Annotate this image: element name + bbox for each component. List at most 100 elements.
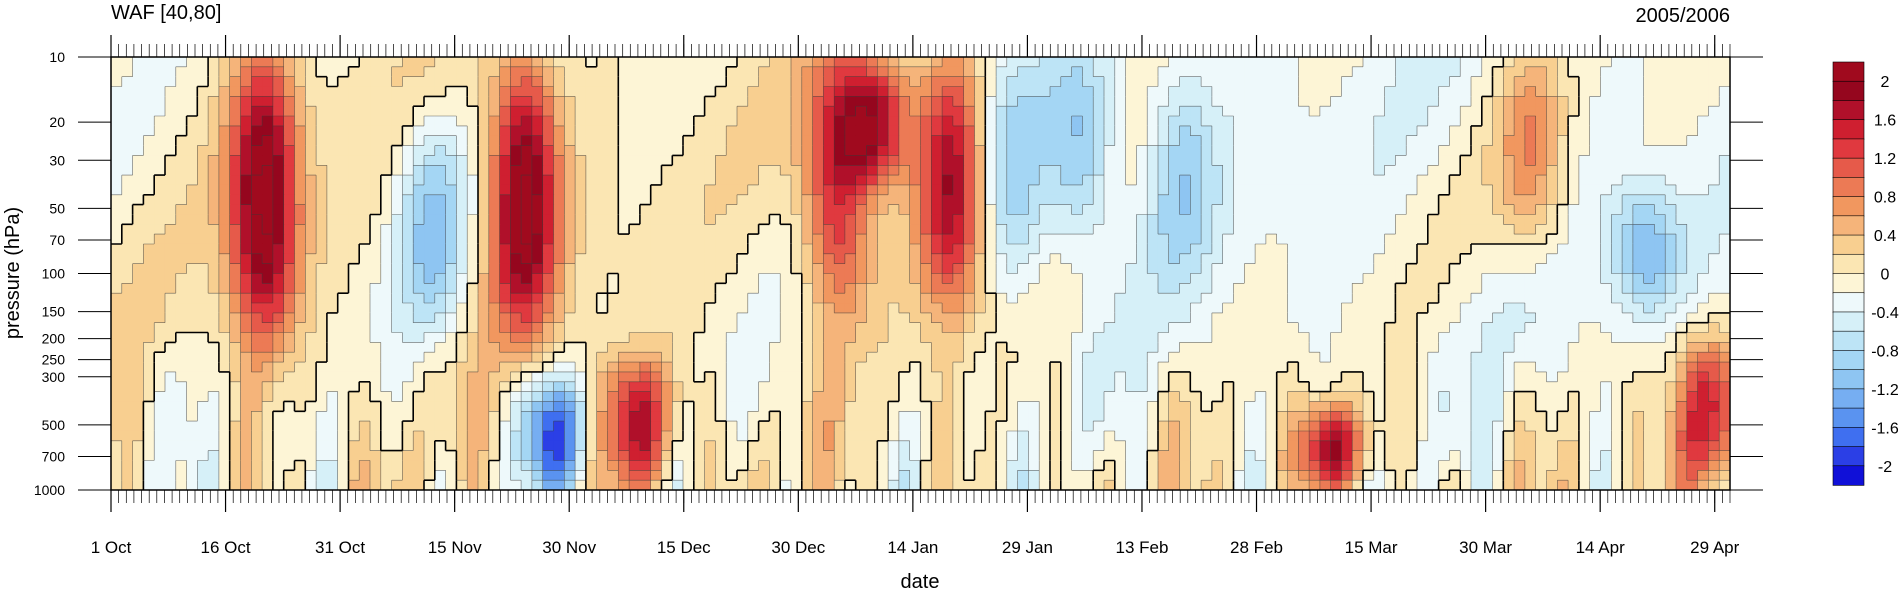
heatmap-cell [262, 332, 274, 344]
heatmap-cell [1276, 76, 1289, 88]
heatmap-cell [348, 57, 360, 68]
heatmap-cell [823, 293, 835, 304]
heatmap-cell [1643, 224, 1656, 235]
heatmap-cell [1416, 332, 1429, 344]
heatmap-cell [898, 362, 911, 373]
heatmap-cell [1222, 283, 1235, 294]
heatmap-cell [1244, 76, 1256, 88]
heatmap-cell [488, 381, 501, 393]
heatmap-cell [1157, 224, 1170, 235]
heatmap-cell [208, 145, 220, 157]
heatmap-cell [1406, 194, 1418, 206]
heatmap-cell [1017, 234, 1030, 245]
heatmap-cell [650, 283, 663, 294]
heatmap-cell [877, 224, 889, 235]
heatmap-cell [909, 273, 922, 285]
heatmap-cell [208, 116, 220, 127]
heatmap-cell [143, 86, 155, 98]
heatmap-cell [834, 322, 846, 334]
heatmap-cell [1265, 175, 1278, 186]
heatmap-cell [467, 194, 479, 206]
heatmap-cell [780, 96, 792, 107]
heatmap-cell [1276, 293, 1289, 304]
heatmap-cell [1363, 243, 1375, 255]
heatmap-cell [316, 332, 328, 344]
heatmap-cell [1578, 224, 1591, 235]
heatmap-cell [1093, 125, 1105, 137]
heatmap-cell [790, 76, 803, 88]
heatmap-cell [963, 135, 976, 147]
heatmap-cell [251, 96, 263, 107]
heatmap-cell [229, 194, 242, 206]
heatmap-cell [1017, 342, 1030, 353]
heatmap-cell [316, 263, 328, 275]
heatmap-cell [1147, 371, 1159, 383]
heatmap-cell [272, 263, 285, 275]
heatmap-cell [790, 106, 803, 117]
heatmap-cell [154, 293, 166, 304]
heatmap-cell [1298, 371, 1310, 383]
heatmap-cell [553, 322, 566, 334]
heatmap-cell [154, 57, 166, 68]
heatmap-cell [326, 312, 339, 324]
heatmap-cell [434, 371, 447, 383]
heatmap-cell [305, 194, 317, 206]
heatmap-cell [1028, 106, 1040, 117]
heatmap-cell [1611, 57, 1623, 68]
heatmap-cell [801, 332, 814, 344]
heatmap-cell [898, 194, 911, 206]
heatmap-cell [553, 263, 566, 275]
heatmap-cell [1416, 145, 1429, 157]
heatmap-cell [294, 243, 306, 255]
heatmap-cell [1676, 234, 1688, 245]
heatmap-cell [1287, 96, 1299, 107]
heatmap-cell [1578, 76, 1591, 88]
heatmap-cell [1557, 204, 1569, 216]
heatmap-cell [866, 116, 879, 127]
heatmap-cell [1611, 145, 1623, 157]
heatmap-cell [521, 96, 533, 107]
heatmap-cell [1514, 293, 1526, 304]
heatmap-cell [1708, 243, 1720, 255]
heatmap-cell [197, 293, 209, 304]
heatmap-cell [1125, 175, 1138, 186]
heatmap-cell [985, 312, 997, 324]
heatmap-cell [1222, 155, 1235, 166]
heatmap-cell [629, 184, 641, 196]
heatmap-cell [898, 66, 911, 78]
heatmap-cell [866, 253, 879, 265]
heatmap-cell [456, 342, 468, 353]
heatmap-cell [1179, 86, 1192, 98]
heatmap-cell [1373, 184, 1386, 196]
heatmap-cell [143, 243, 155, 255]
heatmap-cell [186, 283, 199, 294]
heatmap-cell [1676, 362, 1688, 373]
heatmap-cell [143, 273, 155, 285]
heatmap-cell [154, 96, 166, 107]
heatmap-cell [1298, 243, 1310, 255]
heatmap-cell [240, 194, 253, 206]
heatmap-cell [1276, 352, 1289, 363]
heatmap-cell [629, 204, 641, 216]
heatmap-cell [1492, 342, 1505, 353]
heatmap-cell [1395, 273, 1407, 285]
heatmap-cell [1363, 362, 1375, 373]
heatmap-cell [1697, 352, 1710, 363]
heatmap-cell [143, 125, 155, 137]
heatmap-cell [1416, 253, 1429, 265]
heatmap-cell [1719, 312, 1730, 324]
heatmap-cell [1514, 283, 1526, 294]
heatmap-cell [715, 116, 727, 127]
heatmap-cell [1611, 303, 1623, 314]
heatmap-cell [445, 116, 458, 127]
heatmap-cell [553, 303, 566, 314]
heatmap-cell [1082, 155, 1094, 166]
heatmap-cell [272, 371, 285, 383]
heatmap-cell [1406, 76, 1418, 88]
heatmap-cell [251, 76, 263, 88]
heatmap-cell [1201, 283, 1213, 294]
heatmap-cell [1330, 293, 1343, 304]
heatmap-cell [693, 214, 706, 225]
heatmap-cell [1071, 283, 1084, 294]
heatmap-cell [1114, 96, 1127, 107]
